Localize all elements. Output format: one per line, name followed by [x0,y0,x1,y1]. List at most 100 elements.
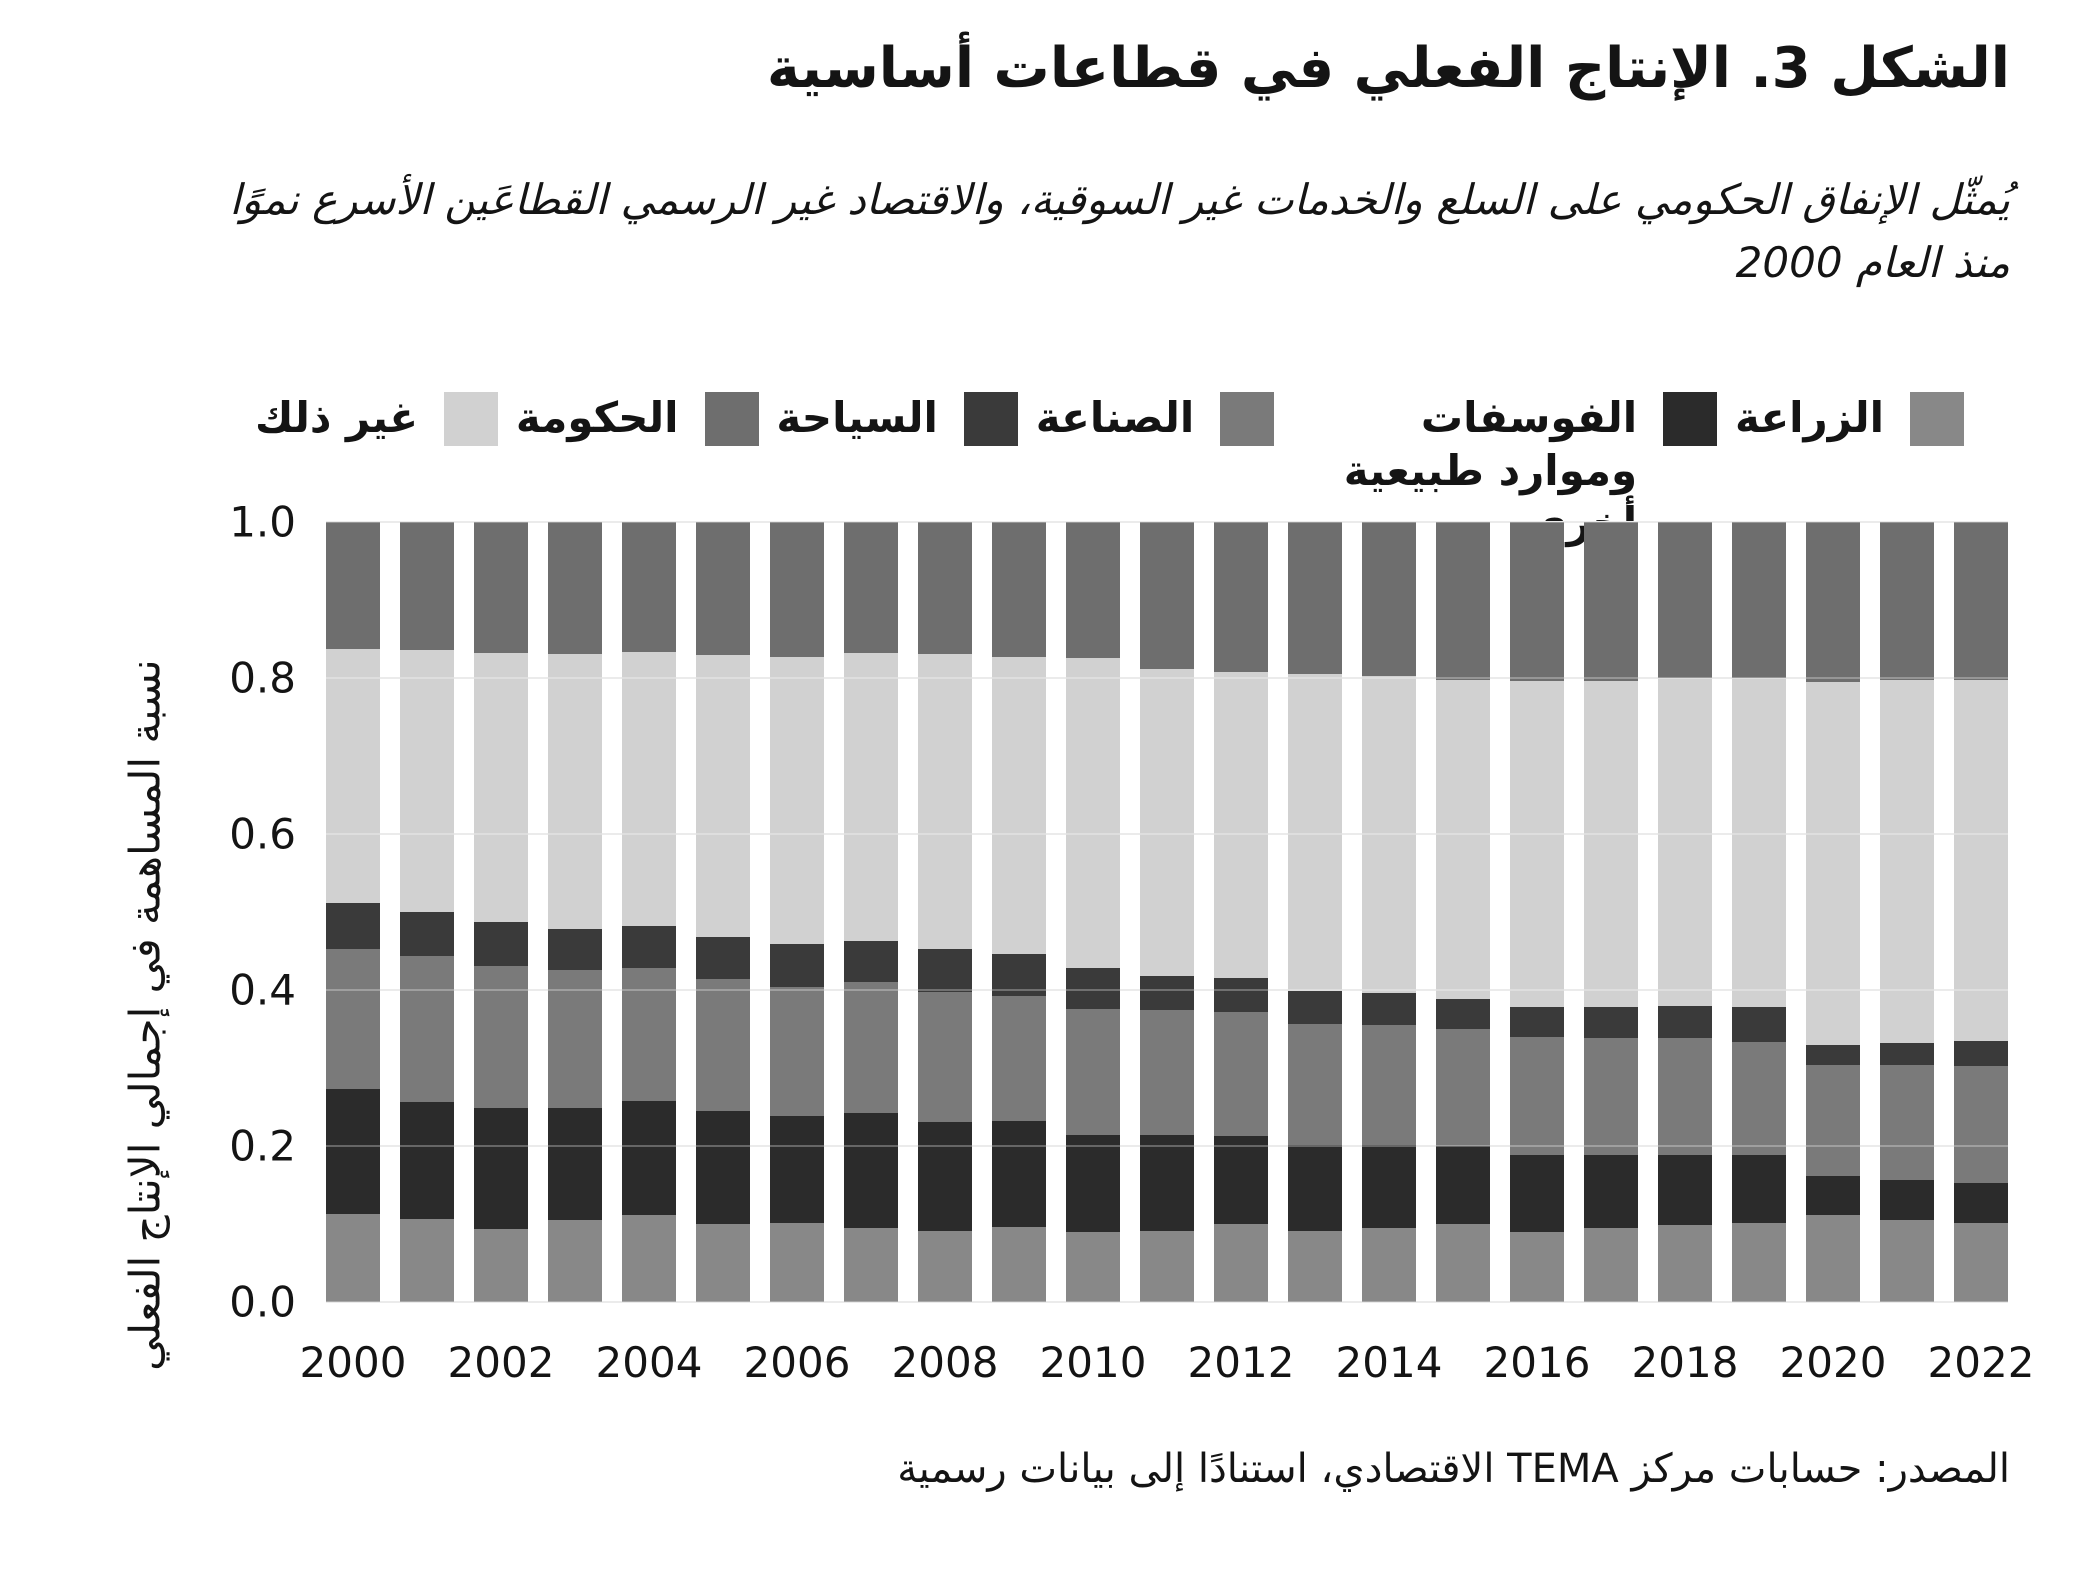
segment-agriculture-2001 [400,1219,454,1302]
segment-industry-2003 [548,969,602,1108]
bar-2021 [1880,522,1934,1302]
y-axis-label: نسبة المساهمة في إجمالي الإنتاج الفعلي [120,659,170,1371]
segment-industry-2007 [844,982,898,1114]
segment-agriculture-2005 [696,1224,750,1302]
segment-other-2020 [1806,681,1860,1045]
legend-swatch-agriculture [1910,392,1964,446]
segment-industry-2021 [1880,1064,1934,1180]
segment-government-2022 [1954,522,2008,680]
segment-other-2012 [1214,671,1268,979]
segment-tourism-2005 [696,936,750,980]
legend-label-tourism: السياحة [776,393,938,442]
segment-agriculture-2002 [474,1228,528,1302]
bar-2018 [1658,522,1712,1302]
segment-other-2014 [1362,675,1416,994]
figure-title: الشكل 3. الإنتاج الفعلي في قطاعات أساسية [766,36,2010,101]
segment-tourism-2002 [474,922,528,966]
segment-phosphates-2013 [1288,1145,1342,1232]
segment-industry-2020 [1806,1064,1860,1177]
bar-2003 [548,522,602,1302]
x-tick-label-2016: 2016 [1483,1338,1591,1387]
bar-2015 [1436,522,1490,1302]
legend-label-industry: الصناعة [1035,393,1195,442]
segment-phosphates-2008 [918,1121,972,1232]
bar-2005 [696,522,750,1302]
segment-industry-2008 [918,992,972,1122]
segment-government-2003 [548,522,602,654]
segment-government-2001 [400,522,454,650]
legend-item-tourism: السياحة [776,392,1018,446]
segment-agriculture-2017 [1584,1227,1638,1302]
segment-agriculture-2016 [1510,1231,1564,1302]
segment-government-2010 [1066,522,1120,658]
bar-2020 [1806,522,1860,1302]
segment-phosphates-2011 [1140,1135,1194,1232]
legend-item-agriculture: الزراعة [1735,392,1964,446]
segment-phosphates-2003 [548,1107,602,1221]
segment-industry-2012 [1214,1011,1268,1136]
segment-agriculture-2008 [918,1231,972,1302]
segment-other-2017 [1584,681,1638,1008]
y-tick-label-0.8: 0.8 [229,653,296,703]
segment-industry-2013 [1288,1024,1342,1146]
segment-agriculture-2021 [1880,1220,1934,1302]
segment-tourism-2000 [326,902,380,950]
x-tick-label-2018: 2018 [1631,1338,1739,1387]
segment-agriculture-2007 [844,1227,898,1302]
segment-government-2011 [1140,522,1194,669]
segment-agriculture-2011 [1140,1231,1194,1302]
segment-government-2017 [1584,522,1638,682]
segment-tourism-2004 [622,926,676,969]
segment-tourism-2007 [844,940,898,983]
segment-industry-2022 [1954,1066,2008,1184]
x-tick-label-2020: 2020 [1779,1338,1887,1387]
segment-agriculture-2020 [1806,1214,1860,1302]
segment-industry-2019 [1732,1042,1786,1156]
segment-tourism-2018 [1658,1006,1712,1038]
source-note: المصدر: حسابات مركز TEMA الاقتصادي، استن… [897,1446,2010,1492]
segment-agriculture-2019 [1732,1223,1786,1302]
bar-2001 [400,522,454,1302]
segment-other-2008 [918,653,972,950]
segment-tourism-2012 [1214,978,1268,1012]
segment-government-2009 [992,522,1046,657]
segment-other-2006 [770,656,824,945]
segment-tourism-2011 [1140,975,1194,1011]
segment-tourism-2014 [1362,993,1416,1026]
segment-phosphates-2012 [1214,1135,1268,1224]
bar-2002 [474,522,528,1302]
legend-swatch-other [444,392,499,446]
bar-2013 [1288,522,1342,1302]
segment-industry-2018 [1658,1037,1712,1156]
bar-2016 [1510,522,1564,1302]
segment-phosphates-2002 [474,1107,528,1229]
segment-industry-2017 [1584,1037,1638,1156]
segment-industry-2001 [400,956,454,1103]
legend-swatch-government [704,392,759,446]
segment-industry-2015 [1436,1029,1490,1146]
segment-other-2016 [1510,681,1564,1008]
segment-government-2020 [1806,522,1860,682]
x-tick-label-2014: 2014 [1335,1338,1443,1387]
segment-tourism-2019 [1732,1007,1786,1043]
segment-government-2002 [474,522,528,654]
legend-swatch-tourism [963,392,1018,446]
segment-other-2022 [1954,679,2008,1041]
bar-2008 [918,522,972,1302]
segment-government-2005 [696,522,750,656]
segment-phosphates-2019 [1732,1155,1786,1224]
segment-other-2009 [992,656,1046,955]
segment-agriculture-2014 [1362,1227,1416,1302]
x-tick-label-2012: 2012 [1187,1338,1295,1387]
segment-tourism-2017 [1584,1007,1638,1038]
y-tick-label-0.0: 0.0 [229,1277,296,1327]
legend-item-government: الحكومة [516,392,759,446]
segment-phosphates-2017 [1584,1155,1638,1228]
x-tick-label-2006: 2006 [743,1338,851,1387]
x-tick-label-2000: 2000 [299,1338,407,1387]
y-tick-label-0.2: 0.2 [229,1121,296,1171]
chart-legend: الزراعة الفوسفات وموارد طبيعية أخرى الصناع… [255,392,1964,550]
segment-agriculture-2022 [1954,1223,2008,1302]
x-tick-label-2004: 2004 [595,1338,703,1387]
bar-2019 [1732,522,1786,1302]
